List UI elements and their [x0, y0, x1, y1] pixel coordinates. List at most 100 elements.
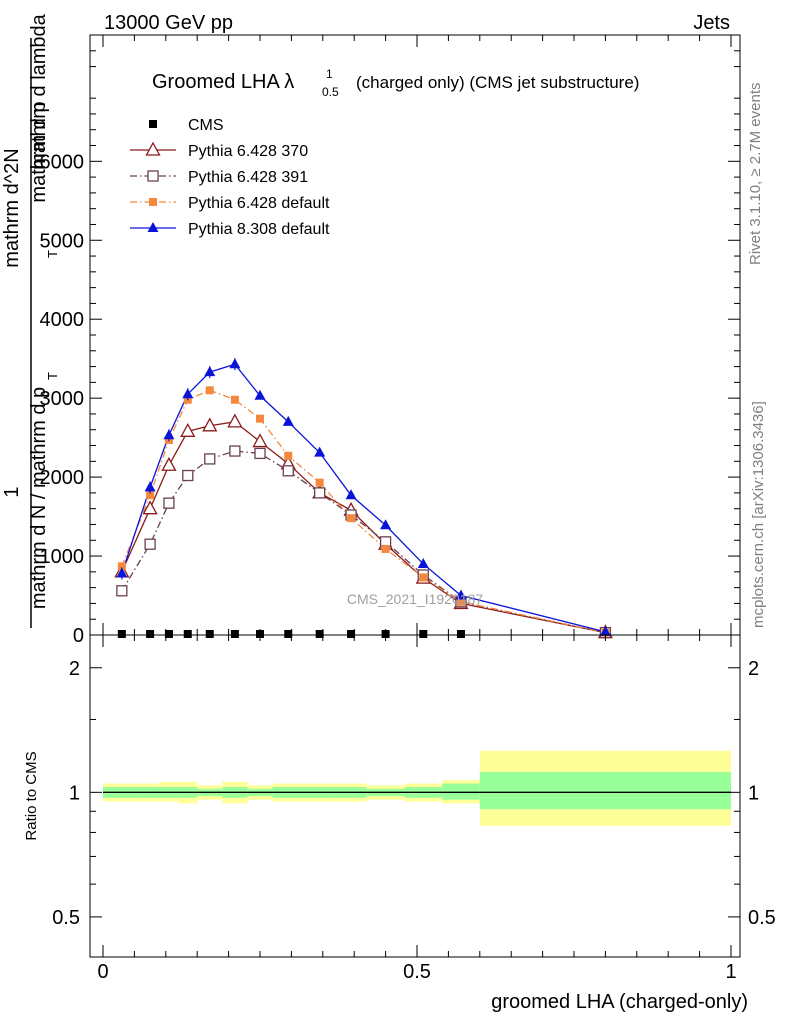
data-point: [202, 417, 218, 432]
x-tick-label: 0: [97, 961, 108, 983]
data-point: [116, 567, 128, 578]
ylabel-den-sub: T: [45, 250, 60, 258]
data-point: [282, 465, 294, 477]
ratio-band-inner: [479, 771, 731, 810]
ratio-panel: 0.5 0.5 1 1 2 2 0 0.5 1 Ratio to CMS: [23, 634, 776, 983]
data-point: [347, 514, 356, 523]
series-line-4: [121, 363, 606, 633]
cms-data-point: [230, 630, 239, 638]
legend-label: CMS: [188, 117, 224, 134]
main-panel: 0 1000 2000 3000 4000 5000 6000 Groomed LHA λ …: [1, 13, 741, 647]
data-point: [256, 414, 264, 423]
data-point: [381, 544, 390, 553]
ylabel-den-tail: mathrm d lambda: [28, 13, 50, 169]
x-axis-label: groomed LHA (charged-only): [491, 991, 748, 1013]
cms-data-point: [381, 630, 390, 638]
data-point: [146, 491, 155, 500]
cms-data-point: [183, 630, 192, 638]
cms-data-point: [164, 630, 173, 638]
data-point: [417, 557, 429, 568]
legend-label: Pythia 8.308 default: [188, 221, 330, 238]
data-point: [204, 366, 216, 377]
cms-data-point: [315, 630, 324, 638]
main-axis-ticks: 0 1000 2000 3000 4000 5000 6000: [40, 34, 740, 647]
data-point: [144, 538, 156, 550]
legend-label: Pythia 6.428 default: [188, 195, 330, 212]
ylabel-num-sub: T: [45, 372, 60, 380]
cms-data-point: [347, 630, 356, 638]
data-point: [252, 433, 268, 448]
data-point: [205, 386, 214, 395]
data-point: [456, 597, 465, 606]
cms-data-point: [146, 630, 155, 638]
data-point: [163, 497, 175, 509]
data-point: [380, 519, 392, 530]
data-point: [282, 415, 294, 426]
data-point: [455, 589, 467, 600]
x-tick-label: 0.5: [403, 961, 431, 983]
data-point: [142, 500, 158, 515]
ylabel-den: mathrm d p: [28, 101, 50, 202]
y-tick-label: 5000: [40, 230, 85, 252]
header-left: 13000 GeV pp: [104, 12, 233, 34]
data-point: [147, 170, 159, 182]
cms-data-point: [256, 630, 264, 638]
ratio-y-tick-label-left: 0.5: [52, 907, 80, 929]
y-tick-label: 2000: [40, 467, 85, 489]
data-point: [345, 489, 357, 500]
watermark: CMS_2021_I1920187: [347, 591, 483, 607]
data-point: [254, 389, 266, 400]
ylabel-num-top: 1: [1, 486, 23, 497]
data-point: [147, 222, 159, 232]
series-line-3: [121, 389, 606, 634]
title-main: Groomed LHA λ: [152, 71, 294, 93]
plot-title: Groomed LHA λ 1 0.5 (charged only) (CMS …: [152, 67, 639, 99]
data-point: [163, 429, 175, 440]
data-point: [284, 451, 293, 460]
data-point: [315, 478, 324, 487]
title-sub: 0.5: [322, 85, 339, 99]
data-point: [227, 413, 243, 428]
ratio-y-tick-label-right: 1: [748, 782, 759, 804]
data-point: [599, 625, 611, 636]
ratio-y-tick-label-right: 2: [748, 658, 759, 680]
y-tick-label: 6000: [40, 151, 85, 173]
data-point: [182, 469, 194, 482]
ratio-y-tick-label-left: 2: [69, 658, 80, 680]
legend-label: Pythia 6.428 370: [188, 143, 308, 160]
legend-label: Pythia 6.428 391: [188, 169, 308, 186]
y-tick-label: 4000: [40, 309, 85, 331]
data-point: [182, 388, 194, 399]
data-point: [149, 198, 157, 206]
data-point: [230, 395, 239, 404]
ratio-y-tick-label-left: 1: [69, 782, 80, 804]
ratio-band-inner: [442, 783, 480, 800]
data-point: [314, 487, 326, 499]
legend: CMS Pythia 6.428 370 Pythia 6.428 391 Pythi…: [130, 117, 330, 238]
data-point: [254, 447, 266, 460]
ratio-y-tick-label-right: 0.5: [748, 907, 776, 929]
rivet-label: Rivet 3.1.10, ≥ 2.7M events: [747, 83, 764, 266]
main-series-layer: [114, 358, 613, 639]
cms-data-point: [284, 630, 293, 638]
ylabel-num: mathrm d N / mathrm d p: [28, 387, 50, 609]
ratio-bands: [103, 750, 731, 826]
cms-data-point: [419, 630, 428, 638]
cms-data-point: [117, 630, 126, 638]
cms-data-point: [456, 630, 465, 638]
data-point: [116, 585, 128, 597]
ratio-ylabel: Ratio to CMS: [23, 751, 40, 840]
ratio-axis-ticks: 0.5 0.5 1 1 2 2 0 0.5 1: [52, 635, 776, 983]
y-tick-label: 0: [73, 625, 84, 647]
data-point: [161, 456, 177, 471]
cms-data-point: [205, 630, 214, 638]
ylabel-den-top: mathrm d^2N: [1, 148, 23, 267]
data-point: [117, 562, 126, 571]
data-point: [204, 453, 216, 465]
data-point: [145, 141, 161, 156]
ratio-frame: [89, 634, 741, 958]
data-point: [419, 573, 428, 582]
cms-data-point: [149, 120, 157, 128]
data-point: [229, 445, 241, 457]
